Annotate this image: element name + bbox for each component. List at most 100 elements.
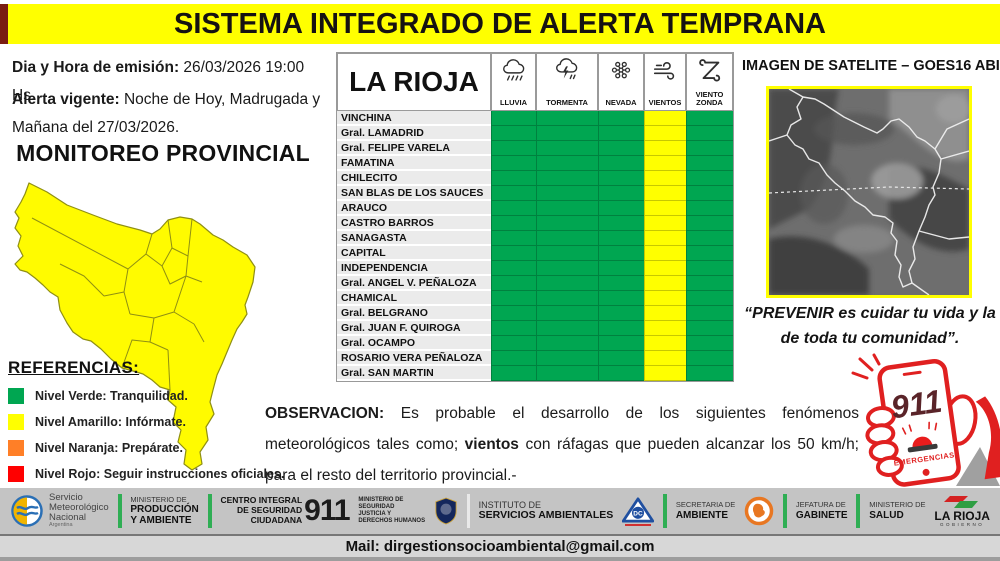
level-cell-lluvia — [491, 306, 536, 321]
level-cell-tormenta — [536, 141, 598, 156]
level-cell-lluvia — [491, 246, 536, 261]
level-cell-tormenta — [536, 111, 598, 126]
observation-paragraph: OBSERVACION: Es probable el desarrollo d… — [265, 405, 859, 484]
level-cell-nevada — [598, 276, 644, 291]
department-name: CASTRO BARROS — [337, 216, 491, 231]
level-cell-vientos — [644, 261, 686, 276]
separator — [856, 494, 861, 528]
level-cell-nevada — [598, 231, 644, 246]
level-cell-zonda — [686, 126, 733, 141]
logo-smn: Servicio Meteorológico Nacional Argentin… — [10, 493, 109, 529]
emergency-number: 911 — [889, 383, 945, 426]
logo-centro-911: CENTRO INTEGRAL DE SEGURIDAD CIUDADANA 9… — [220, 494, 350, 527]
alert-validity: Alerta vigente: Noche de Hoy, Madrugada … — [12, 86, 330, 142]
table-title: LA RIOJA — [337, 53, 491, 111]
level-cell-tormenta — [536, 156, 598, 171]
department-name: INDEPENDENCIA — [337, 261, 491, 276]
level-cell-nevada — [598, 366, 644, 381]
alert-value: Noche de Hoy, Madrugada y Mañana del 27/… — [12, 91, 321, 136]
level-cell-nevada — [598, 336, 644, 351]
smn-logo-icon — [11, 495, 43, 527]
level-cell-lluvia — [491, 366, 536, 381]
level-cell-zonda — [686, 291, 733, 306]
department-name: Gral. FELIPE VARELA — [337, 141, 491, 156]
level-cell-vientos — [644, 306, 686, 321]
department-name: CHAMICAL — [337, 291, 491, 306]
emission-datetime: Dia y Hora de emisión: 26/03/2026 19:00 … — [12, 54, 330, 110]
department-name: CAPITAL — [337, 246, 491, 261]
snowflake-icon — [611, 61, 631, 79]
level-cell-tormenta — [536, 231, 598, 246]
column-header-vientos: VIENTOS — [644, 53, 686, 111]
level-cell-zonda — [686, 366, 733, 381]
department-name: CHILECITO — [337, 171, 491, 186]
satellite-graphic — [768, 88, 972, 296]
level-cell-lluvia — [491, 336, 536, 351]
level-cell-vientos — [644, 201, 686, 216]
la-rioja-flag-icon — [944, 495, 979, 508]
level-cell-lluvia — [491, 216, 536, 231]
defensa-civil-icon: DC — [622, 496, 655, 523]
legend-item-yellow: Nivel Amarillo: Infórmate. — [8, 414, 263, 430]
level-cell-zonda — [686, 276, 733, 291]
level-cell-nevada — [598, 111, 644, 126]
level-cell-lluvia — [491, 186, 536, 201]
storm-cloud-icon — [556, 58, 578, 80]
level-cell-zonda — [686, 336, 733, 351]
level-cell-tormenta — [536, 306, 598, 321]
zonda-wind-icon — [698, 59, 720, 82]
column-header-tormenta: TORMENTA — [536, 53, 598, 111]
separator — [207, 494, 212, 528]
level-cell-nevada — [598, 216, 644, 231]
level-cell-nevada — [598, 306, 644, 321]
level-cell-zonda — [686, 306, 733, 321]
level-cell-nevada — [598, 201, 644, 216]
legend-item-red: Nivel Rojo: Seguir instrucciones oficial… — [8, 466, 284, 482]
level-cell-vientos — [644, 351, 686, 366]
level-cell-nevada — [598, 186, 644, 201]
column-header-nevada: NEVADA — [598, 53, 644, 111]
department-name: Gral. JUAN F. QUIROGA — [337, 321, 491, 336]
level-cell-vientos — [644, 186, 686, 201]
level-cell-zonda — [686, 201, 733, 216]
province-map — [4, 172, 266, 472]
level-cell-zonda — [686, 141, 733, 156]
level-cell-zonda — [686, 231, 733, 246]
department-name: Gral. SAN MARTIN — [337, 366, 491, 381]
alert-table: LA RIOJA LLUVIA TORMENTA NEVADA — [336, 52, 734, 382]
level-cell-tormenta — [536, 336, 598, 351]
level-cell-zonda — [686, 246, 733, 261]
level-cell-vientos — [644, 216, 686, 231]
emergency-911-logo: 911 EMERGENCIAS — [848, 352, 1000, 490]
level-cell-vientos — [644, 336, 686, 351]
legend-item-orange: Nivel Naranja: Prepárate. — [8, 440, 263, 456]
satellite-title: IMAGEN DE SATELITE – GOES16 ABI — [742, 58, 1000, 74]
level-cell-zonda — [686, 156, 733, 171]
level-cell-tormenta — [536, 126, 598, 141]
la-rioja-map-graphic — [14, 182, 256, 471]
department-name: FAMATINA — [337, 156, 491, 171]
level-cell-tormenta — [536, 366, 598, 381]
level-cell-vientos — [644, 156, 686, 171]
department-name: ARAUCO — [337, 201, 491, 216]
logo-ministerio-seguridad: MINISTERIO DE SEGURIDAD JUSTICIA Y DEREC… — [358, 496, 426, 525]
level-cell-tormenta — [536, 246, 598, 261]
svg-text:DC: DC — [633, 510, 643, 517]
monitoring-title: MONITOREO PROVINCIAL — [16, 140, 310, 166]
level-cell-lluvia — [491, 201, 536, 216]
level-cell-nevada — [598, 321, 644, 336]
level-cell-zonda — [686, 186, 733, 201]
green-level-swatch — [8, 388, 24, 404]
level-cell-vientos — [644, 366, 686, 381]
logo-servicios-ambientales: INSTITUTO DE SERVICIOS AMBIENTALES — [478, 500, 614, 522]
department-name: Gral. BELGRANO — [337, 306, 491, 321]
emission-value: 26/03/2026 19:00 Hs. — [12, 59, 305, 104]
department-name: ROSARIO VERA PEÑALOZA — [337, 351, 491, 366]
level-cell-zonda — [686, 171, 733, 186]
level-cell-lluvia — [491, 351, 536, 366]
ambiente-circle-icon — [744, 496, 774, 526]
level-cell-lluvia — [491, 126, 536, 141]
level-cell-vientos — [644, 231, 686, 246]
bottom-strip — [0, 557, 1000, 561]
police-badge-icon — [435, 497, 457, 525]
